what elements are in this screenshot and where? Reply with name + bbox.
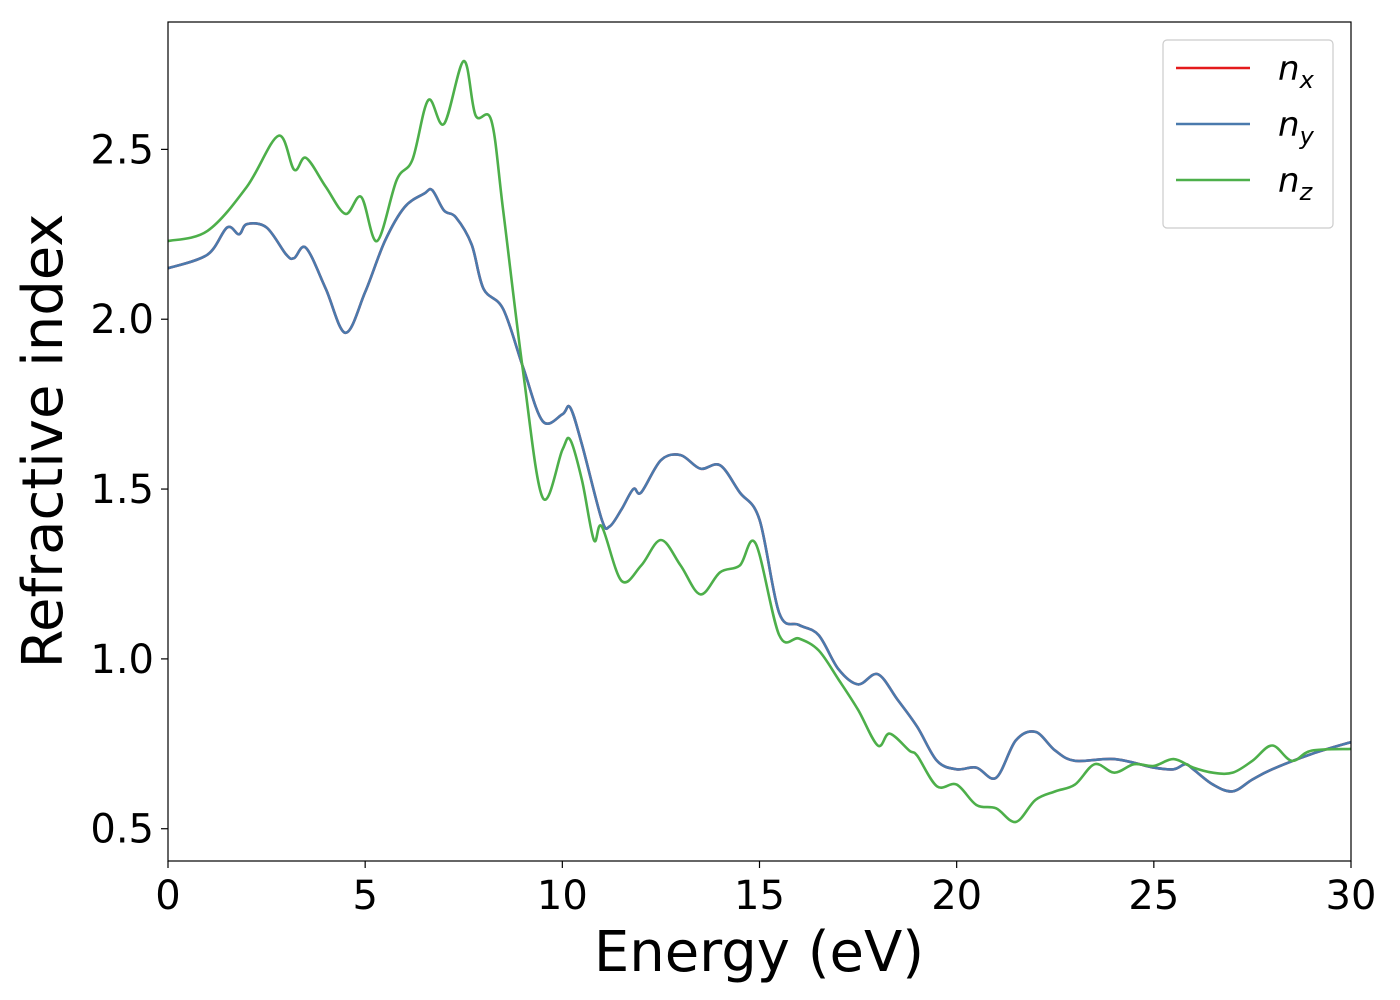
plot-frame: [167, 21, 1352, 862]
y-tick-label: 2.0: [90, 297, 154, 343]
x-tick-label: 0: [155, 873, 180, 919]
legend-label: nz: [1278, 161, 1314, 206]
y-tick-label: 2.5: [90, 127, 154, 173]
x-tick-label: 5: [352, 873, 377, 919]
x-tick-label: 20: [931, 873, 982, 919]
x-tick-label: 25: [1128, 873, 1179, 919]
line-series: [168, 187, 1351, 793]
y-tick-label: 0.5: [90, 807, 154, 853]
y-axis-label: Refractive index: [11, 214, 76, 669]
legend-label: nx: [1278, 49, 1315, 94]
x-tick-label: 30: [1326, 873, 1377, 919]
y-tick-label: 1.5: [90, 467, 154, 513]
line-series: [168, 187, 1351, 793]
line-series: [168, 59, 1351, 824]
legend-label: ny: [1278, 105, 1315, 150]
x-tick-label: 10: [537, 873, 588, 919]
x-tick-label: 15: [734, 873, 785, 919]
x-axis-label: Energy (eV): [594, 920, 924, 985]
y-tick-label: 1.0: [90, 637, 154, 683]
